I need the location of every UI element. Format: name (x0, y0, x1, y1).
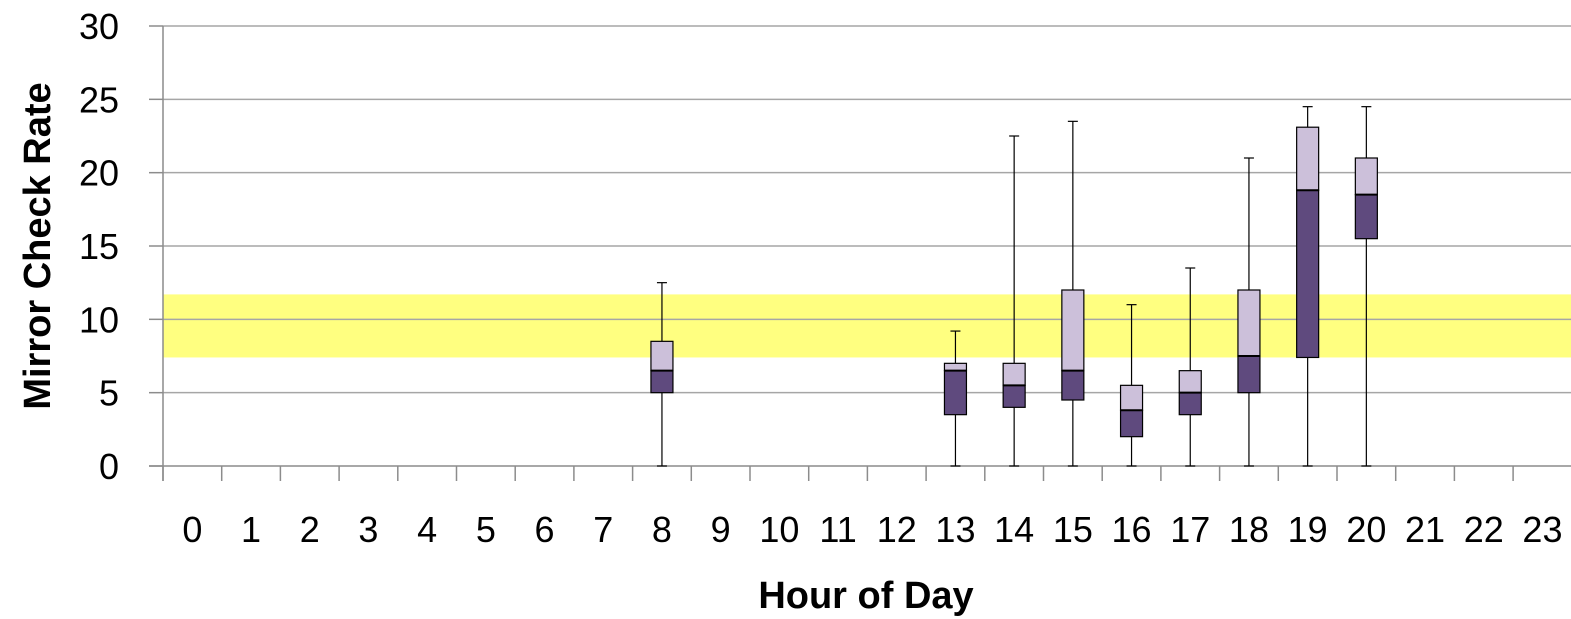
x-tick-label-18: 18 (1229, 509, 1269, 550)
x-tick-label-7: 7 (593, 509, 613, 550)
x-tick-label-23: 23 (1522, 509, 1562, 550)
x-tick-label-8: 8 (652, 509, 672, 550)
box-hour-13 (943, 330, 968, 467)
x-tick-label-22: 22 (1464, 509, 1504, 550)
x-tick-label-16: 16 (1112, 509, 1152, 550)
y-tick-label-0: 0 (99, 446, 119, 487)
y-tick-label-25: 25 (79, 79, 119, 120)
y-tick-label-30: 30 (79, 6, 119, 47)
y-tick-label-10: 10 (79, 299, 119, 340)
x-tick-label-20: 20 (1346, 509, 1386, 550)
lower-box (1061, 370, 1085, 401)
x-tick-label-19: 19 (1288, 509, 1328, 550)
x-tick-label-2: 2 (300, 509, 320, 550)
gridlines (163, 25, 1571, 394)
box-hour-17 (1178, 267, 1202, 467)
y-axis-title: Mirror Check Rate (17, 82, 59, 409)
x-tick-label-11: 11 (819, 509, 856, 550)
upper-box (1119, 384, 1144, 411)
x-tick-label-15: 15 (1053, 509, 1093, 550)
lower-box (1354, 194, 1378, 240)
x-tick-label-14: 14 (994, 509, 1034, 550)
x-tick-label-17: 17 (1170, 509, 1210, 550)
boxes (650, 106, 1378, 467)
upper-box (943, 362, 968, 372)
box-hour-16 (1119, 304, 1144, 467)
reference-band-layer (163, 294, 1571, 358)
x-tick-label-6: 6 (535, 509, 555, 550)
box-hour-20 (1354, 106, 1378, 467)
x-tick-label-5: 5 (476, 509, 496, 550)
box-hour-19 (1296, 106, 1320, 467)
x-tick-label-4: 4 (417, 509, 437, 550)
x-tick-label-21: 21 (1405, 509, 1445, 550)
lower-box (650, 370, 674, 394)
lower-box (943, 370, 968, 416)
box-hour-14 (1002, 135, 1026, 467)
x-axis-title: Hour of Day (758, 575, 973, 617)
lower-box (1237, 355, 1261, 394)
x-tick-label-13: 13 (935, 509, 975, 550)
lower-box (1002, 384, 1026, 408)
axes (149, 25, 1571, 481)
upper-box (1002, 362, 1026, 386)
box-hour-15 (1061, 120, 1085, 467)
box-hour-18 (1237, 157, 1261, 467)
upper-box (1237, 289, 1261, 357)
lower-box (1119, 409, 1144, 438)
y-tick-label-20: 20 (79, 153, 119, 194)
y-tick-label-5: 5 (99, 373, 119, 414)
box-hour-8 (650, 282, 674, 467)
upper-box (1061, 289, 1085, 372)
x-tick-label-10: 10 (759, 509, 799, 550)
upper-box (1296, 126, 1320, 191)
x-tick-label-12: 12 (877, 509, 917, 550)
reference-band (163, 294, 1571, 358)
x-tick-label-0: 0 (182, 509, 202, 550)
x-tick-label-1: 1 (241, 509, 261, 550)
upper-box (650, 340, 674, 372)
upper-box (1178, 370, 1202, 394)
y-tick-label-15: 15 (79, 226, 119, 267)
x-tick-label-9: 9 (711, 509, 731, 550)
upper-box (1354, 157, 1378, 196)
lower-box (1296, 189, 1320, 359)
x-tick-label-3: 3 (358, 509, 378, 550)
lower-box (1178, 392, 1202, 416)
